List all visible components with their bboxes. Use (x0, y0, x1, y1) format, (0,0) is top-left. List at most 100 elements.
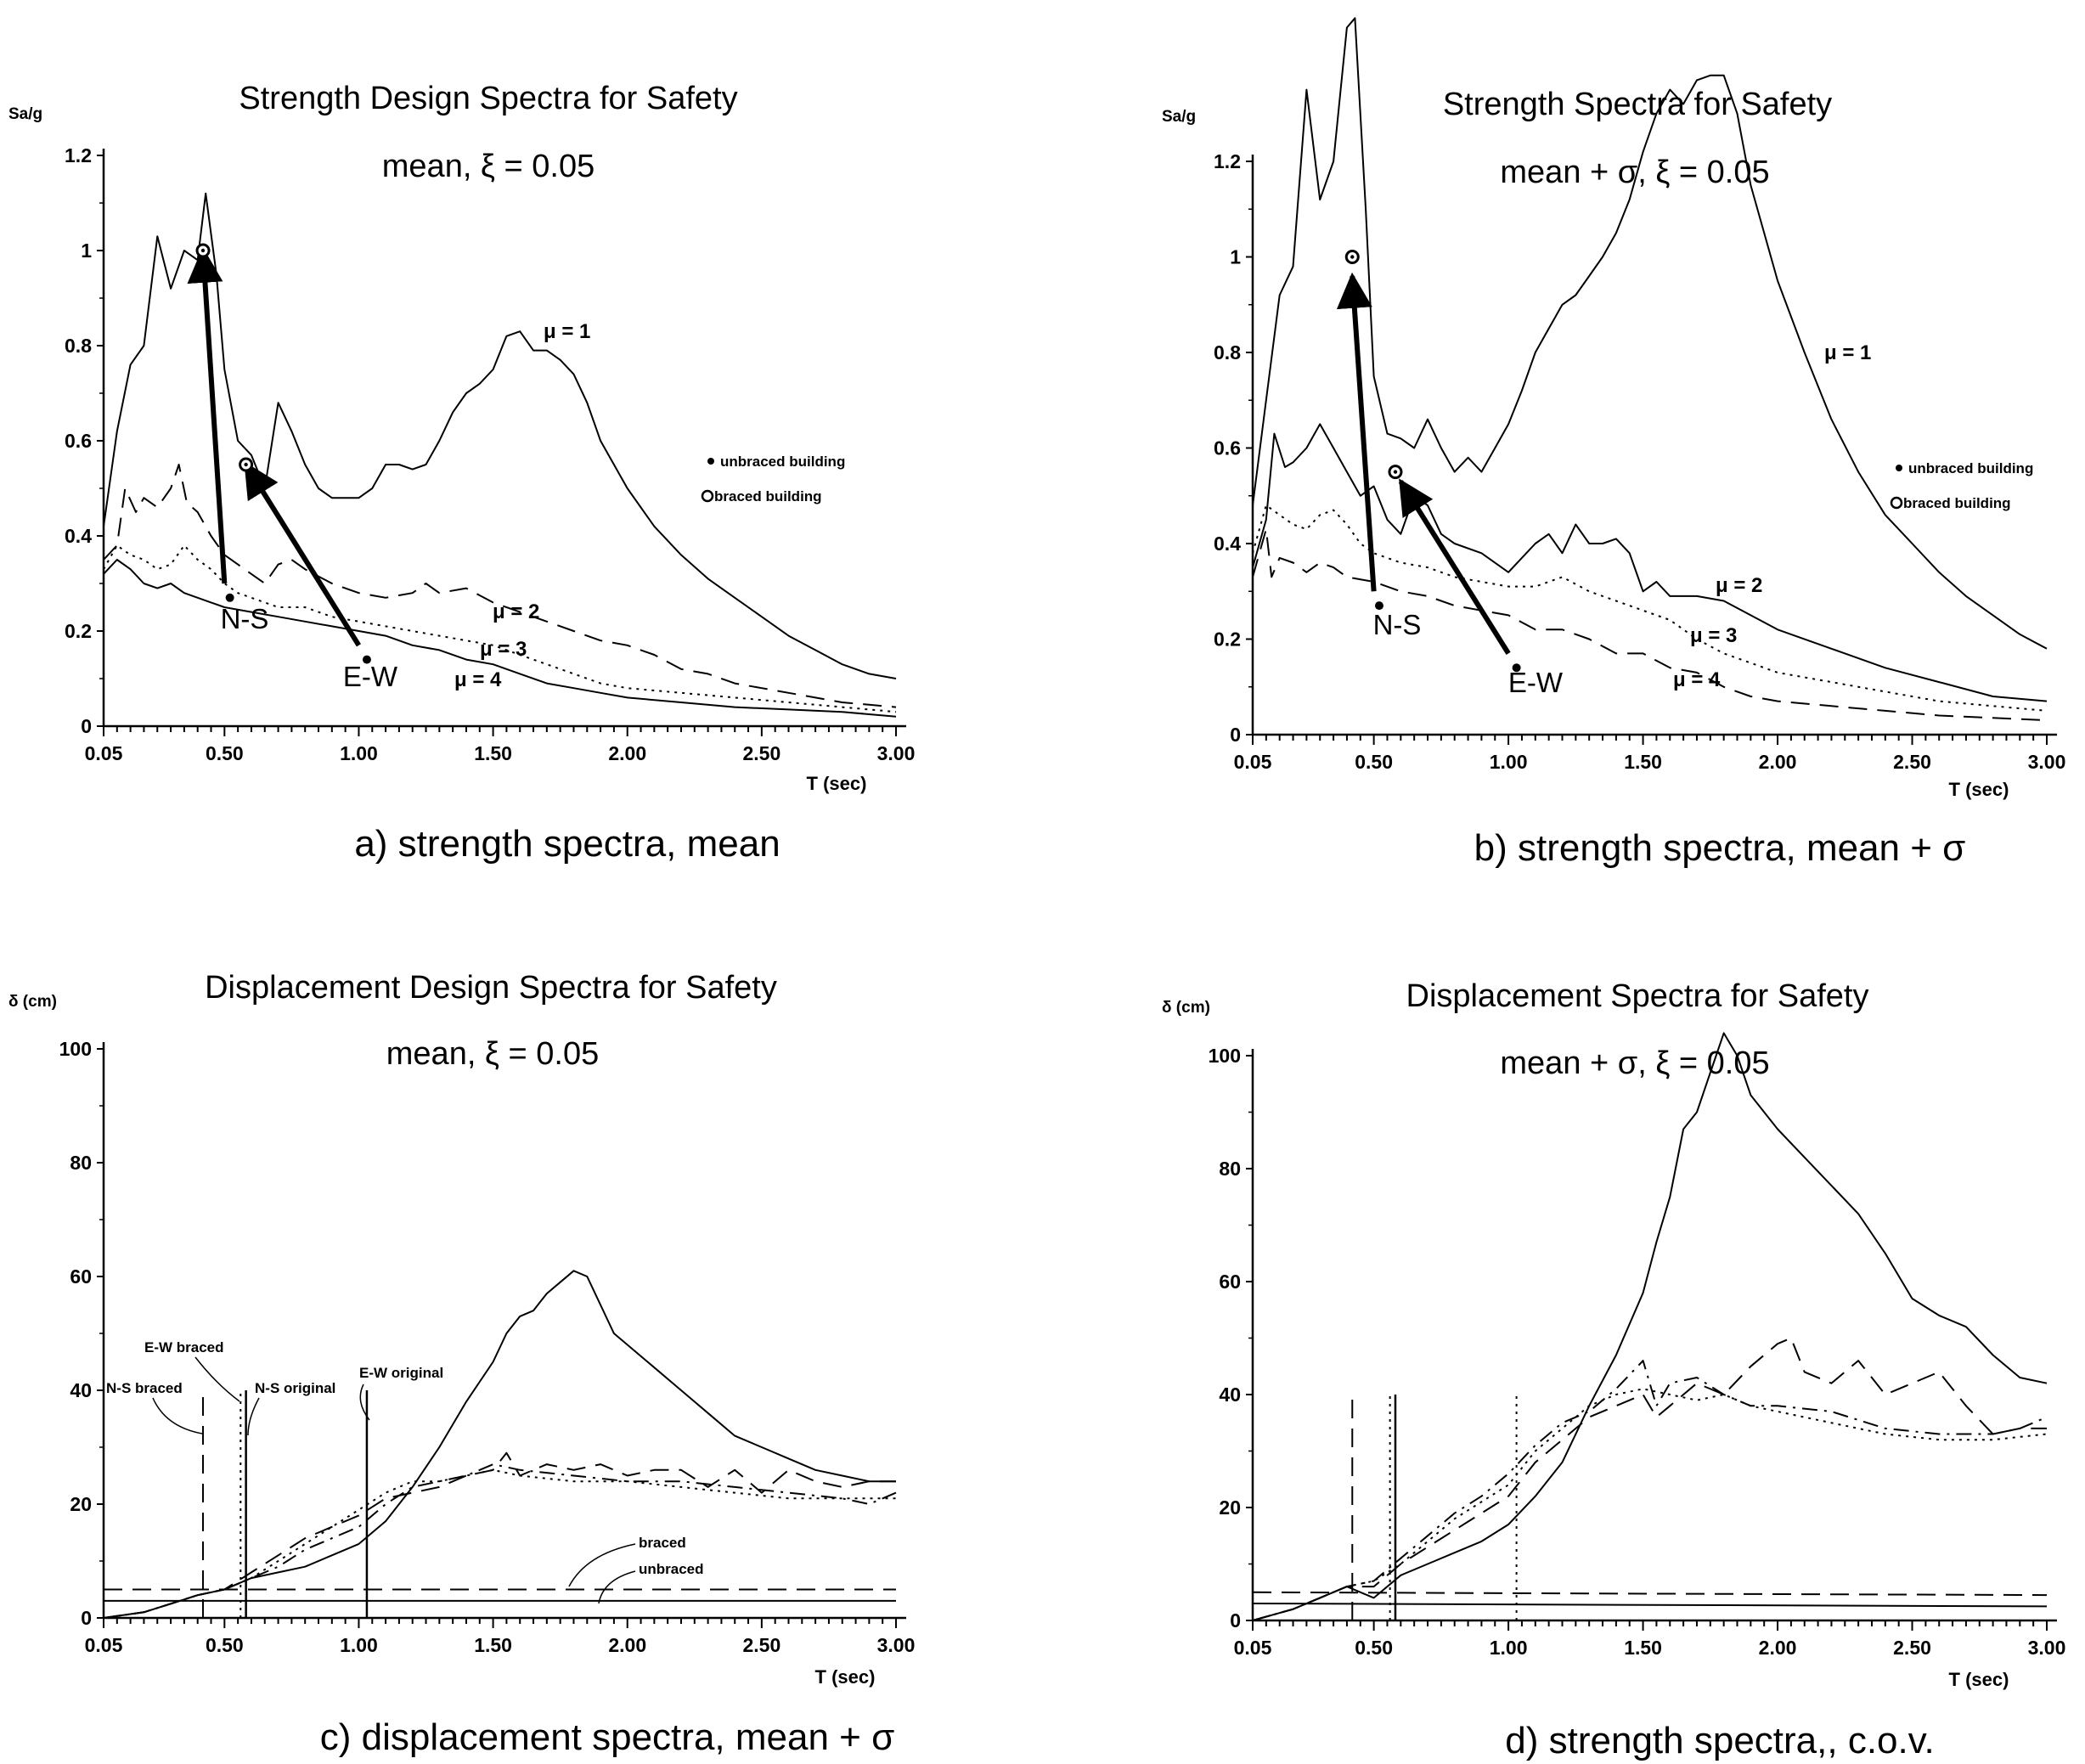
x-tick-label: 1.50 (1624, 1637, 1662, 1659)
x-tick-label: 1.00 (1490, 1637, 1528, 1659)
y-tick-label: 0.4 (65, 525, 92, 547)
series-line-3 (1252, 1388, 2048, 1621)
leader-line (152, 1397, 203, 1434)
x-axis-label: T (sec) (807, 773, 867, 794)
y-tick-label: 80 (70, 1152, 92, 1174)
y-tick-label: 0.8 (65, 335, 92, 357)
y-tick-label: 100 (59, 1038, 92, 1060)
caption: b) strength spectra, mean + σ (1474, 827, 1966, 869)
series-line-6 (1252, 1603, 2048, 1608)
x-tick-label: 0.05 (85, 742, 123, 764)
y-tick-label: 0.8 (1214, 341, 1241, 364)
curve-label-mu3: μ = 3 (480, 638, 527, 661)
series-line-2 (1252, 423, 2048, 702)
unbraced-point (1512, 663, 1521, 673)
curve-label-mu2: μ = 2 (493, 600, 539, 623)
braced-point-center (1350, 255, 1355, 259)
period-label-ew-braced: E-W braced (144, 1339, 224, 1355)
series-line-4 (103, 1463, 897, 1619)
curve-label-mu3: μ = 3 (1690, 624, 1737, 647)
curve-label-mu4: μ = 4 (454, 668, 502, 691)
braced-point-center (1393, 470, 1398, 474)
y-tick-label: 0 (1230, 1609, 1241, 1632)
y-tick-label: 0.6 (1214, 437, 1241, 459)
leader-line (568, 1543, 636, 1587)
chart-title: Strength Design Spectra for Safety (239, 81, 737, 116)
chart-title: Displacement Design Spectra for Safety (205, 970, 777, 1006)
y-tick-label: 20 (70, 1493, 92, 1515)
x-tick-label: 2.00 (1759, 751, 1797, 773)
caption: a) strength spectra, mean (354, 823, 780, 865)
annotation-ns: N-S (1373, 609, 1422, 640)
y-tick-label: 1 (1230, 246, 1241, 268)
arrow-braced-to-unbraced (244, 461, 362, 647)
series-line-1 (103, 192, 897, 679)
curve-label-mu4: μ = 4 (1673, 668, 1721, 691)
braced-point-center (244, 462, 248, 467)
x-tick-label: 1.00 (340, 742, 378, 764)
series-line-4 (1252, 1360, 2048, 1621)
y-axis-label: Sa/g (8, 105, 42, 123)
curve-label-mu2: μ = 2 (1716, 574, 1762, 597)
x-tick-label: 1.00 (1490, 751, 1528, 773)
x-tick-label: 3.00 (2028, 1637, 2066, 1659)
x-tick-label: 2.50 (1893, 751, 1931, 773)
series-line-1 (103, 1270, 896, 1619)
legend-ring-icon (1890, 496, 1903, 510)
y-tick-label: 0.4 (1214, 533, 1241, 555)
x-tick-label: 0.50 (1355, 751, 1393, 773)
axes: 0.05 0.50 1.00 1.50 2.00 2.50 3.00 0 0.2 0.4 0.6 0.… (1214, 150, 2065, 773)
chart-title: Displacement Spectra for Safety (1406, 978, 1869, 1014)
limit-label-unbraced: unbraced (639, 1561, 704, 1577)
legend-label-braced: braced building (714, 488, 822, 504)
x-axis-label: T (sec) (815, 1666, 876, 1688)
legend-ring-icon (701, 489, 714, 503)
x-tick-label: 2.00 (1759, 1637, 1797, 1659)
series-line-4 (1252, 528, 2048, 722)
y-tick-label: 0.2 (1214, 628, 1241, 651)
x-axis-label: T (sec) (1949, 779, 2009, 800)
y-tick-label: 0 (81, 1607, 92, 1629)
caption: c) displacement spectra, mean + σ (320, 1716, 894, 1758)
y-axis-label: δ (cm) (1162, 999, 1210, 1017)
x-tick-label: 0.50 (206, 1634, 244, 1656)
x-tick-label: 3.00 (2028, 751, 2066, 773)
y-tick-label: 0.2 (65, 620, 92, 642)
plot-area (103, 1270, 897, 1619)
x-axis-label: T (sec) (1949, 1669, 2009, 1690)
x-tick-label: 1.50 (474, 742, 512, 764)
y-axis-label: δ (cm) (8, 993, 57, 1011)
x-tick-label: 1.50 (474, 1634, 512, 1656)
y-axis-label: Sa/g (1162, 108, 1196, 126)
leader-line (359, 1384, 370, 1421)
legend-label-unbraced: unbraced building (720, 454, 845, 470)
annotation-ew: E-W (343, 661, 398, 692)
y-tick-label: 0 (81, 715, 92, 737)
legend-label-unbraced: unbraced building (1908, 460, 2033, 476)
y-tick-label: 1 (81, 240, 92, 262)
panel-a-strength-mean: Sa/g Strength Design Spectra for Safety … (8, 81, 915, 865)
legend-label-braced: braced building (1903, 495, 2011, 511)
series-line-4 (103, 559, 897, 718)
unbraced-point (225, 593, 234, 602)
arrow-braced-to-unbraced (187, 246, 228, 584)
leader-line (598, 1570, 636, 1604)
panel-d-displacement-mean-sigma: δ (cm) Displacement Spectra for Safety m… (1162, 978, 2065, 1761)
plot-area (1252, 1032, 2048, 1621)
curve-label-mu1: μ = 1 (544, 320, 590, 343)
series-line-1 (1252, 1032, 2048, 1621)
chart-subtitle: mean, ξ = 0.05 (382, 149, 595, 184)
series-line-2 (1252, 1337, 2047, 1621)
y-tick-label: 0 (1230, 724, 1241, 746)
caption: d) strength spectra,, c.o.v. (1505, 1720, 1934, 1761)
y-tick-label: 80 (1219, 1158, 1241, 1180)
plot-area (103, 192, 897, 718)
chart-subtitle: mean, ξ = 0.05 (386, 1036, 599, 1072)
annotation-ns: N-S (221, 603, 269, 634)
y-tick-label: 1.2 (65, 144, 92, 166)
x-tick-label: 2.50 (742, 742, 780, 764)
y-tick-label: 40 (1219, 1384, 1241, 1406)
period-label-ew-original: E-W original (359, 1365, 443, 1381)
braced-point-center (200, 248, 206, 253)
